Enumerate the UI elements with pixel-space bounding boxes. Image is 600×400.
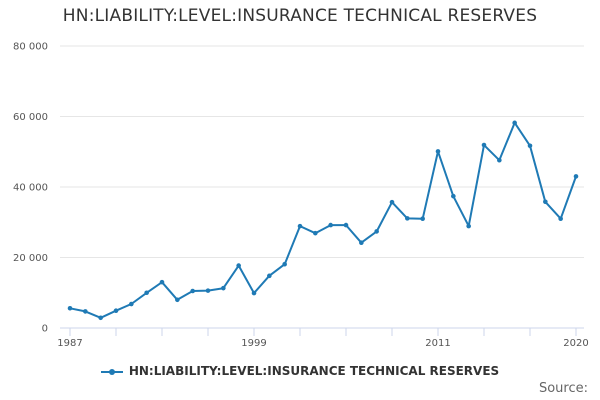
data-point bbox=[435, 149, 441, 154]
y-axis-tick-labels: 0 20 000 40 000 60 000 80 000 bbox=[13, 42, 48, 335]
data-point bbox=[98, 315, 103, 321]
data-point bbox=[282, 261, 287, 267]
x-tick-label: 2020 bbox=[563, 338, 588, 349]
data-point bbox=[83, 309, 88, 314]
y-tick-label: 0 bbox=[42, 324, 48, 335]
data-point bbox=[267, 273, 272, 279]
data-point bbox=[512, 120, 517, 126]
series-line bbox=[69, 121, 577, 319]
data-point bbox=[405, 216, 410, 221]
source-label: Source: bbox=[538, 381, 588, 396]
data-point bbox=[159, 279, 165, 285]
data-point bbox=[451, 193, 456, 199]
data-point bbox=[573, 174, 579, 179]
x-axis-tick-labels: 1987 1999 2011 2020 bbox=[57, 338, 588, 349]
data-point bbox=[466, 223, 471, 229]
data-point bbox=[205, 288, 211, 293]
x-tick-label: 1999 bbox=[241, 338, 266, 349]
x-tick-label: 1987 bbox=[57, 338, 82, 349]
data-point bbox=[497, 157, 502, 163]
gridlines bbox=[60, 45, 584, 258]
x-tick-label: 2011 bbox=[425, 338, 450, 349]
data-point bbox=[313, 230, 318, 236]
data-point bbox=[221, 285, 226, 291]
series-layer bbox=[67, 120, 579, 321]
data-point bbox=[190, 288, 195, 294]
data-point bbox=[343, 222, 349, 228]
data-point bbox=[420, 216, 425, 222]
y-tick-label: 80 000 bbox=[13, 42, 48, 53]
x-axis bbox=[60, 327, 584, 336]
y-tick-label: 40 000 bbox=[13, 183, 48, 194]
data-point bbox=[113, 308, 119, 314]
data-point bbox=[175, 297, 180, 303]
data-point bbox=[389, 199, 395, 205]
data-point bbox=[558, 216, 563, 222]
data-point bbox=[297, 223, 303, 229]
y-tick-label: 60 000 bbox=[13, 112, 48, 123]
data-point bbox=[144, 290, 149, 296]
data-point bbox=[67, 305, 73, 311]
legend[interactable]: HN:LIABILITY:LEVEL:INSURANCE TECHNICAL R… bbox=[0, 364, 600, 378]
data-point bbox=[359, 240, 364, 245]
y-tick-label: 20 000 bbox=[13, 253, 48, 264]
data-point bbox=[251, 290, 257, 296]
data-point bbox=[129, 301, 134, 307]
data-point bbox=[543, 199, 548, 205]
data-point bbox=[374, 229, 379, 234]
data-point bbox=[481, 142, 487, 148]
data-point bbox=[236, 263, 241, 268]
legend-label: HN:LIABILITY:LEVEL:INSURANCE TECHNICAL R… bbox=[128, 364, 500, 378]
data-point bbox=[527, 143, 533, 149]
chart-title: HN:LIABILITY:LEVEL:INSURANCE TECHNICAL R… bbox=[62, 6, 538, 26]
legend-swatch-icon bbox=[100, 366, 123, 378]
data-point bbox=[328, 222, 333, 228]
